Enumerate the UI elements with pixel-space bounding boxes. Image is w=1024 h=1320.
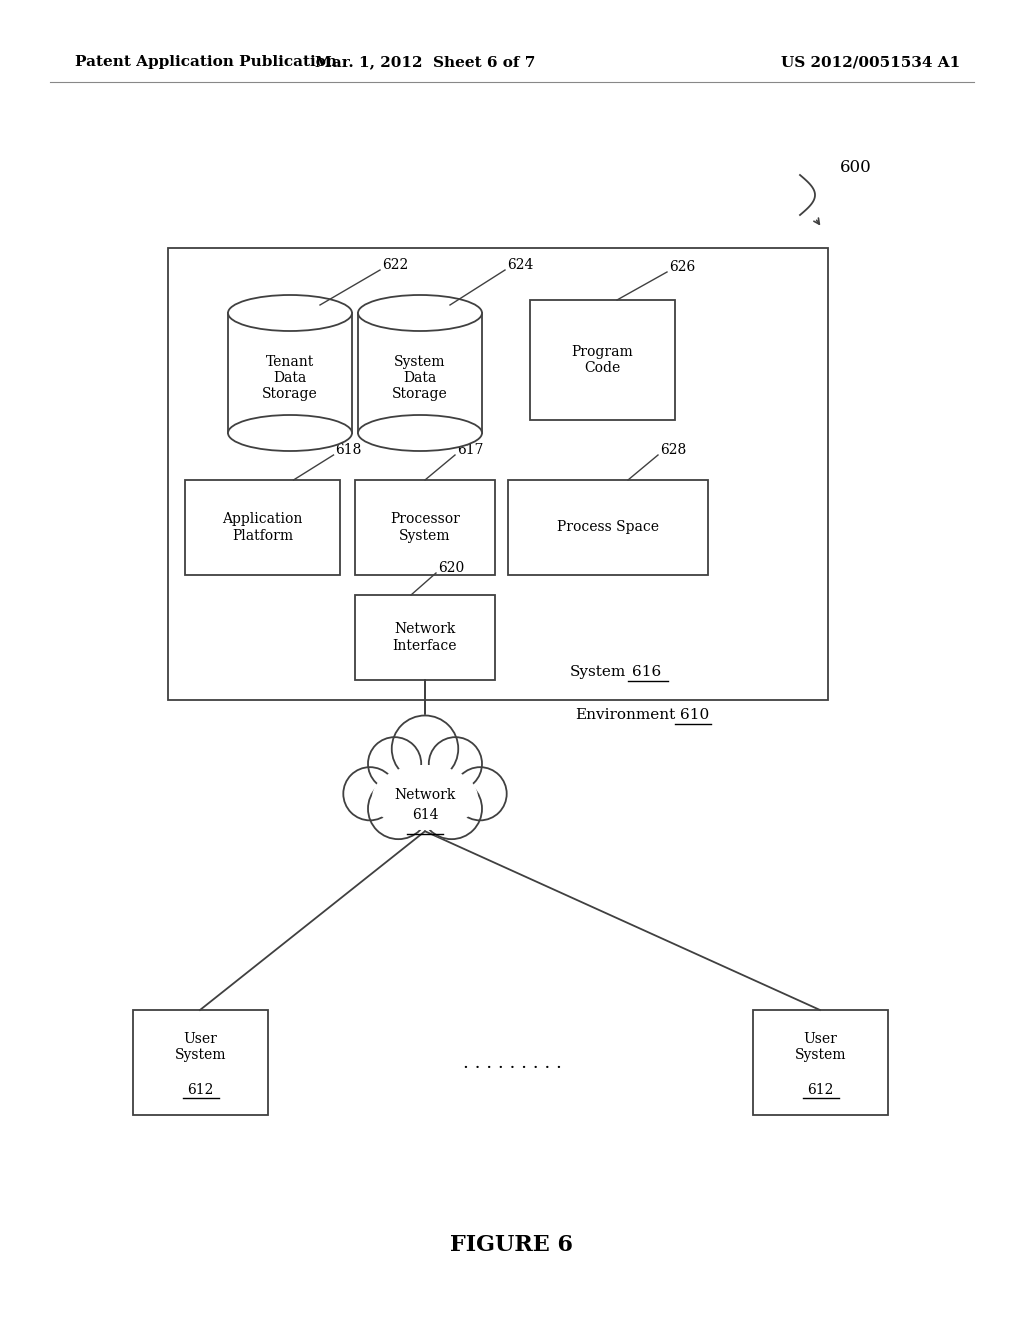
Text: System
Data
Storage: System Data Storage bbox=[392, 355, 447, 401]
Circle shape bbox=[392, 715, 459, 781]
Text: 612: 612 bbox=[807, 1082, 834, 1097]
Text: US 2012/0051534 A1: US 2012/0051534 A1 bbox=[780, 55, 961, 69]
Ellipse shape bbox=[358, 414, 482, 451]
Text: . . . . . . . . .: . . . . . . . . . bbox=[463, 1053, 561, 1072]
Text: 626: 626 bbox=[669, 260, 695, 275]
Circle shape bbox=[368, 779, 429, 840]
Text: 616: 616 bbox=[632, 665, 662, 678]
Text: 612: 612 bbox=[187, 1082, 214, 1097]
Bar bbox=[530, 300, 675, 420]
Text: Patent Application Publication: Patent Application Publication bbox=[75, 55, 337, 69]
Text: 618: 618 bbox=[336, 444, 361, 457]
Text: FIGURE 6: FIGURE 6 bbox=[451, 1234, 573, 1257]
Text: Environment: Environment bbox=[575, 708, 675, 722]
Text: User
System: User System bbox=[795, 1032, 846, 1061]
Text: 620: 620 bbox=[438, 561, 464, 576]
Bar bbox=[508, 480, 708, 576]
Text: 600: 600 bbox=[840, 160, 871, 177]
Text: Application
Platform: Application Platform bbox=[222, 512, 303, 543]
Circle shape bbox=[454, 767, 507, 820]
Text: Process Space: Process Space bbox=[557, 520, 659, 535]
Text: Program
Code: Program Code bbox=[571, 345, 634, 375]
Text: Mar. 1, 2012  Sheet 6 of 7: Mar. 1, 2012 Sheet 6 of 7 bbox=[314, 55, 536, 69]
Circle shape bbox=[421, 779, 482, 840]
Text: 614: 614 bbox=[412, 808, 438, 822]
Ellipse shape bbox=[373, 766, 477, 829]
Text: 617: 617 bbox=[457, 444, 483, 457]
Text: Tenant
Data
Storage: Tenant Data Storage bbox=[262, 355, 317, 401]
Ellipse shape bbox=[228, 414, 352, 451]
Bar bbox=[355, 480, 495, 576]
Circle shape bbox=[343, 767, 396, 820]
Ellipse shape bbox=[228, 294, 352, 331]
Text: System: System bbox=[570, 665, 627, 678]
Text: 610: 610 bbox=[680, 708, 710, 722]
Circle shape bbox=[429, 737, 482, 791]
Ellipse shape bbox=[358, 294, 482, 331]
Text: 624: 624 bbox=[507, 257, 534, 272]
Bar bbox=[355, 595, 495, 680]
Bar bbox=[753, 1010, 888, 1115]
Text: Network
Interface: Network Interface bbox=[393, 623, 458, 652]
Text: 622: 622 bbox=[382, 257, 409, 272]
Bar bbox=[358, 313, 482, 433]
Bar bbox=[228, 313, 352, 433]
Circle shape bbox=[368, 737, 421, 791]
Text: User
System: User System bbox=[175, 1032, 226, 1061]
Bar bbox=[168, 248, 828, 700]
Text: Network: Network bbox=[394, 788, 456, 803]
Text: 628: 628 bbox=[660, 444, 686, 457]
Bar bbox=[133, 1010, 268, 1115]
Text: Processor
System: Processor System bbox=[390, 512, 460, 543]
Bar bbox=[185, 480, 340, 576]
